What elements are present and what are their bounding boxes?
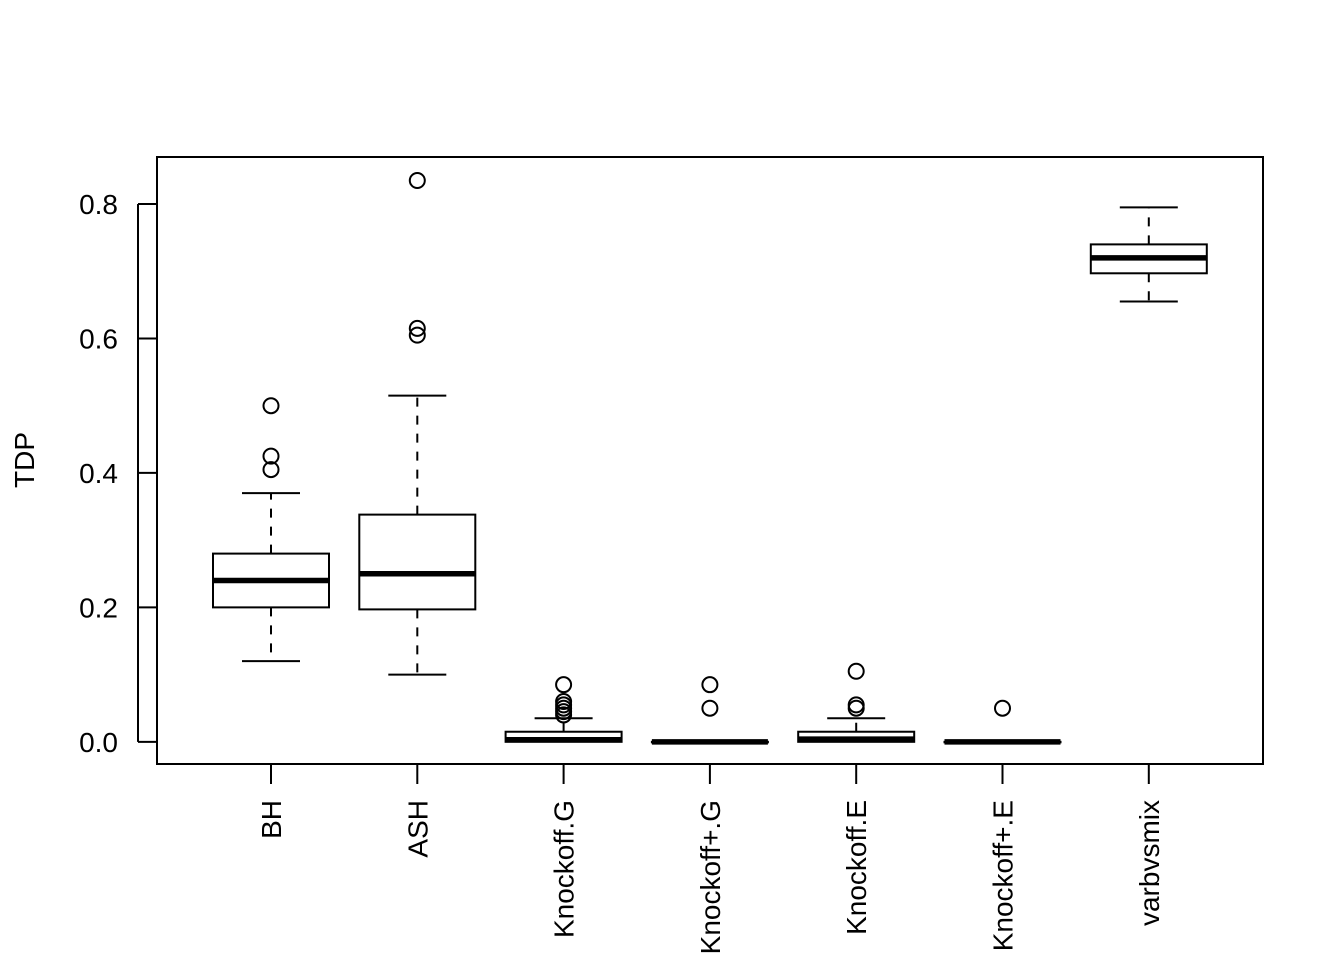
iqr-box bbox=[358, 513, 477, 611]
box-varbvsmix bbox=[1089, 206, 1208, 303]
outlier-point bbox=[408, 172, 426, 190]
outlier-point bbox=[262, 397, 280, 415]
outlier-point bbox=[847, 699, 865, 717]
x-tick-label: BH bbox=[256, 800, 287, 839]
x-tick-label: Knockoff+.G bbox=[695, 800, 726, 954]
outlier-point bbox=[847, 696, 865, 714]
outlier-point bbox=[994, 699, 1011, 717]
y-tick-label: 0.0 bbox=[79, 727, 118, 758]
x-tick-label: varbvsmix bbox=[1134, 800, 1165, 926]
outlier-point bbox=[701, 699, 719, 717]
x-tick-label: Knockoff+.E bbox=[988, 800, 1019, 951]
x-tick-label: Knockoff.E bbox=[841, 800, 872, 935]
outlier-point bbox=[555, 676, 573, 694]
outlier-point bbox=[847, 662, 865, 680]
box-knockoff-g bbox=[650, 676, 769, 745]
outlier-point bbox=[701, 676, 719, 694]
y-axis: 0.0 0.2 0.4 0.6 0.8 bbox=[79, 189, 157, 758]
box-knockoff-e bbox=[797, 662, 916, 743]
y-tick-label: 0.8 bbox=[79, 189, 118, 220]
box-knockoff-g bbox=[504, 676, 623, 743]
x-axis: BH ASH Knockoff.G Knockoff+.G Knockoff.E Knoc… bbox=[256, 763, 1165, 954]
x-tick-label: Knockoff.G bbox=[549, 800, 580, 938]
box-bh bbox=[212, 397, 330, 663]
x-tick-label: ASH bbox=[402, 800, 433, 858]
box-series bbox=[212, 172, 1208, 745]
outlier-point bbox=[555, 692, 573, 710]
outlier-point bbox=[262, 461, 280, 479]
outlier-point bbox=[408, 326, 426, 344]
y-tick-label: 0.6 bbox=[79, 323, 118, 354]
y-tick-label: 0.2 bbox=[79, 592, 118, 623]
outlier-point bbox=[408, 319, 426, 337]
outlier-point bbox=[262, 447, 280, 465]
y-axis-title: TDP bbox=[9, 432, 40, 488]
box-ash bbox=[358, 172, 477, 676]
y-tick-label: 0.4 bbox=[79, 458, 118, 489]
box-knockoff-e bbox=[943, 699, 1062, 745]
